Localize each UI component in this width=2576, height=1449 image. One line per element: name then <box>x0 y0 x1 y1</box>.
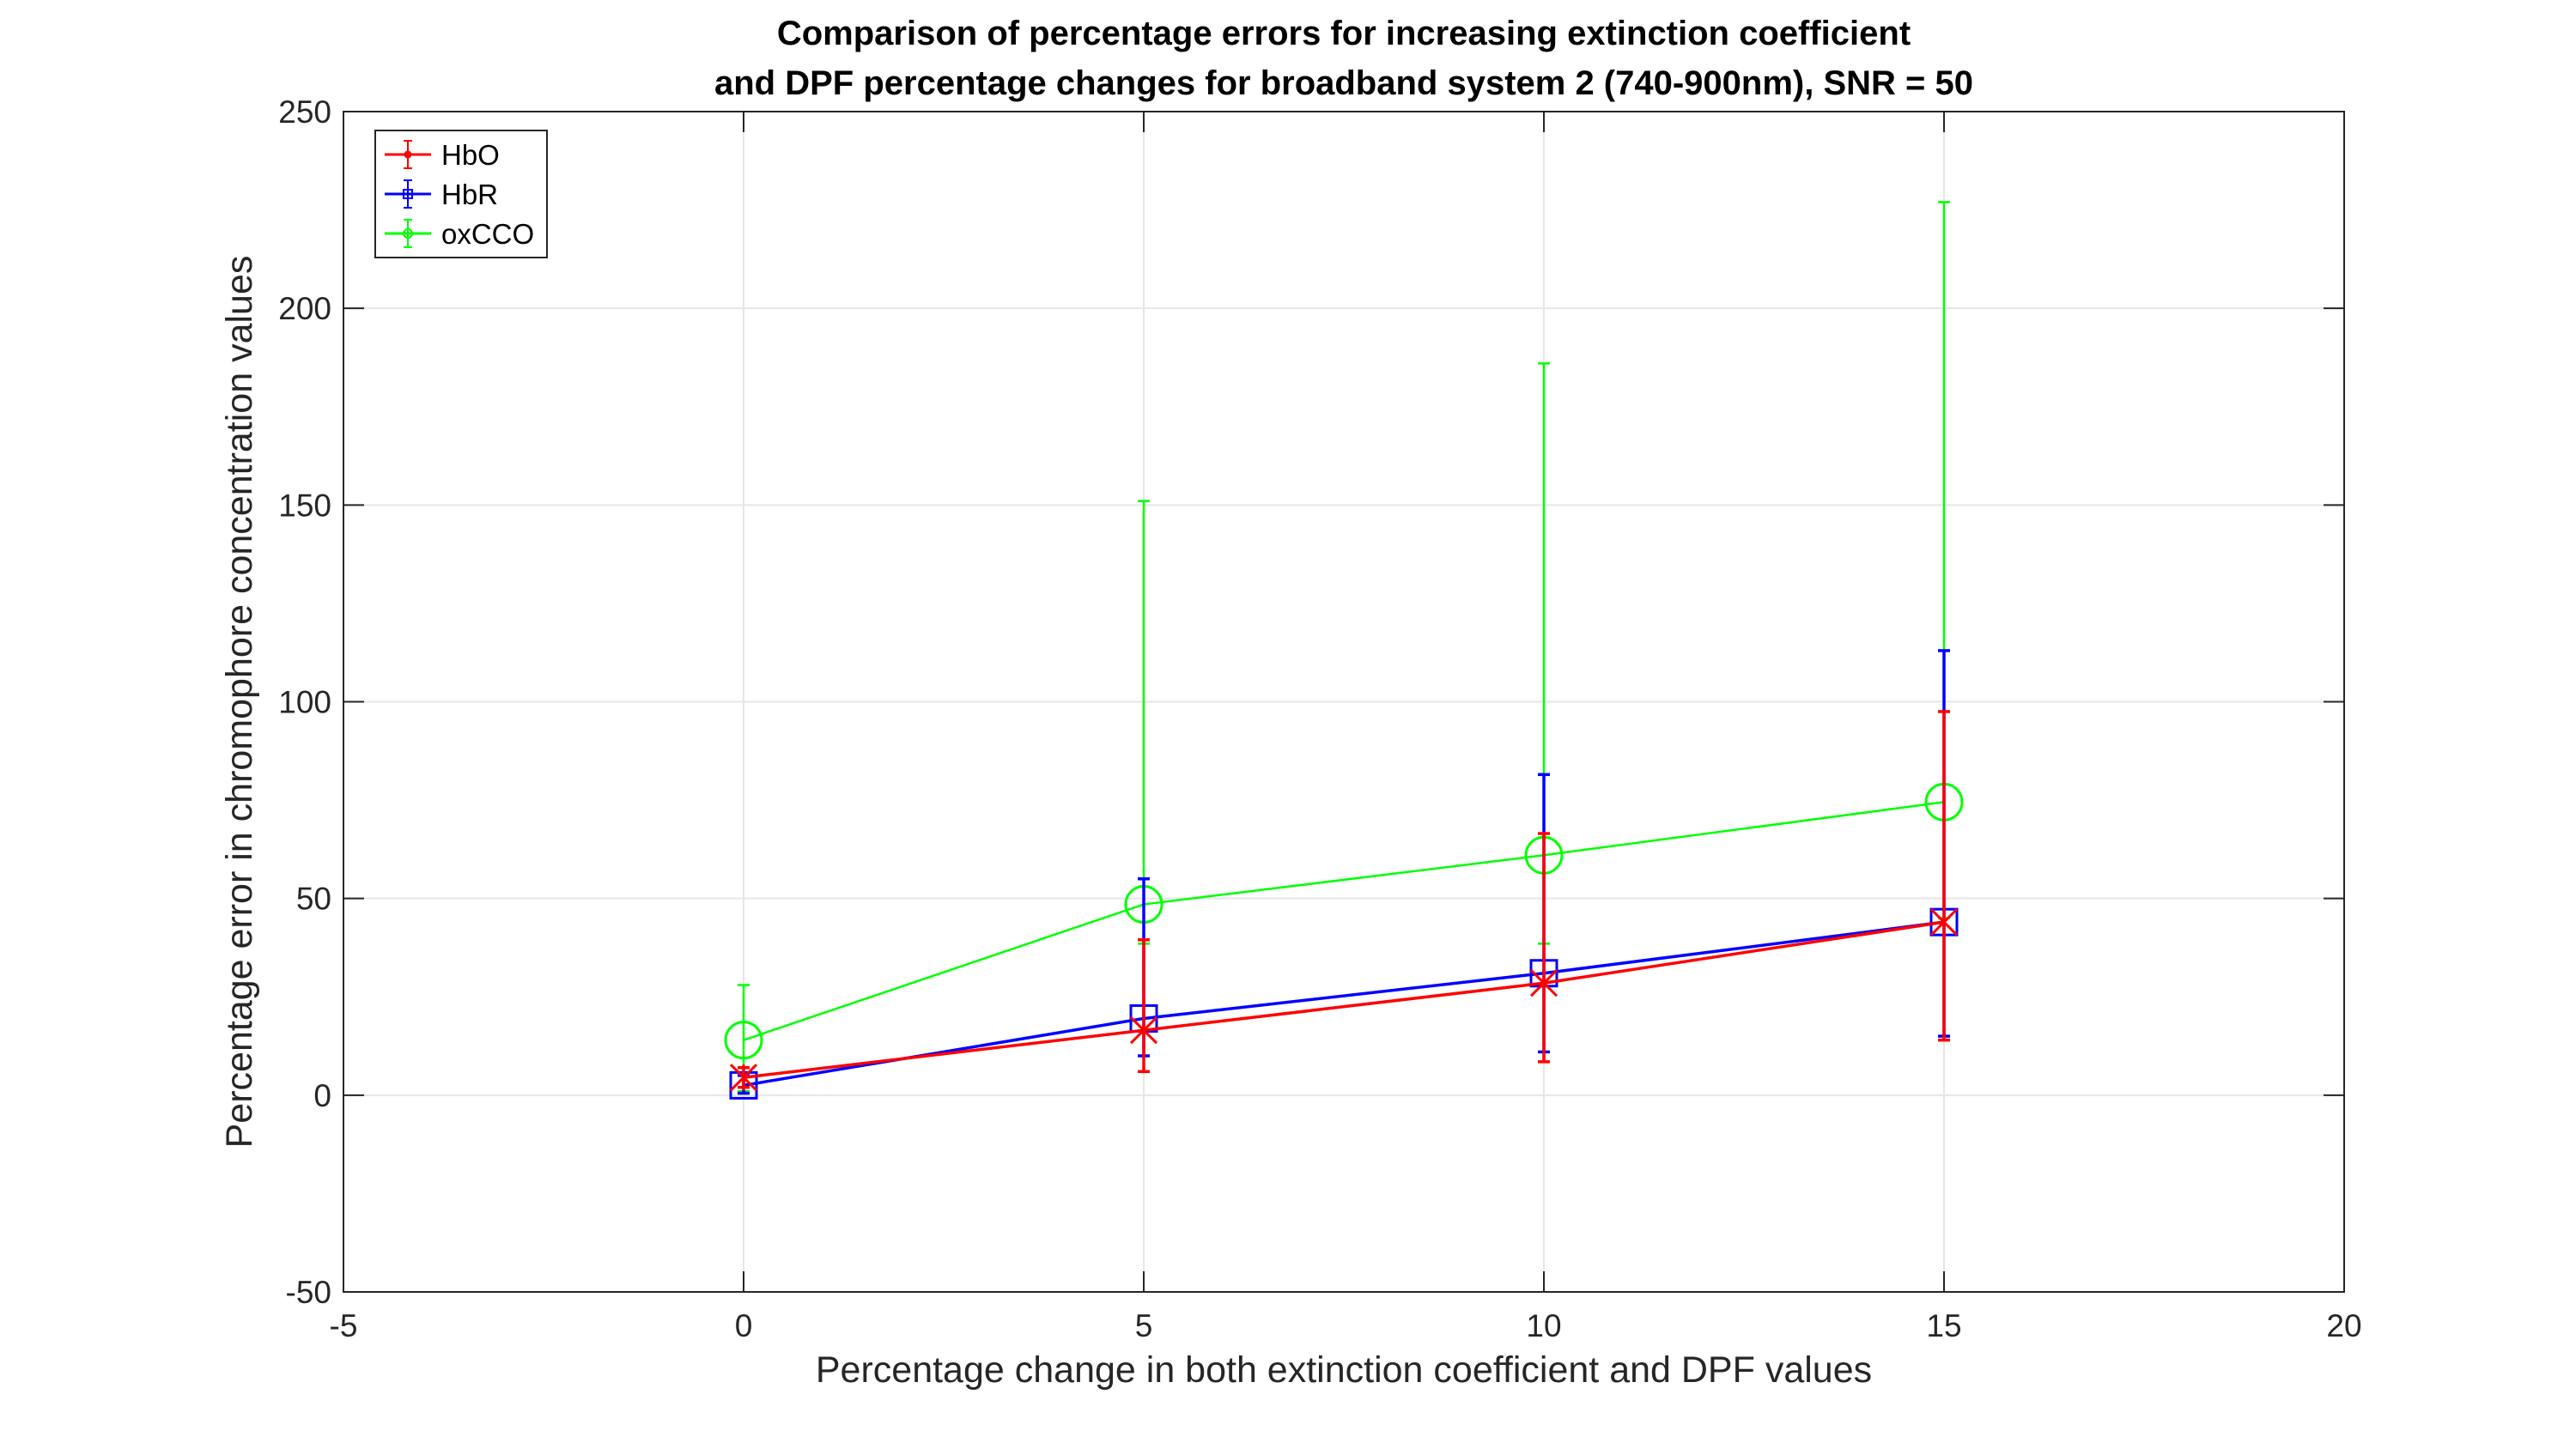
chart-title-line2: and DPF percentage changes for broadband… <box>714 64 1973 102</box>
y-tick-label: 100 <box>278 685 331 720</box>
x-tick-label: 5 <box>1135 1308 1153 1343</box>
data-point-asterisk <box>1529 969 1558 997</box>
y-tick-label: 0 <box>313 1078 331 1113</box>
grid-lines <box>343 112 2344 1292</box>
x-tick-label: -5 <box>330 1308 358 1343</box>
error-bar <box>1538 832 1550 1064</box>
y-tick-label: 50 <box>296 882 331 917</box>
x-tick-label: 0 <box>735 1308 753 1343</box>
legend-items: HbO HbR oxCCO <box>385 139 534 250</box>
y-tick-label: 150 <box>278 488 331 523</box>
series-line <box>743 801 1945 1041</box>
series-hbo <box>729 710 1959 1092</box>
x-axis-label: Percentage change in both extinction coe… <box>816 1349 1872 1391</box>
legend-marker <box>404 150 412 159</box>
y-tick-label: 200 <box>278 291 331 326</box>
y-axis-label: Percentage error in chromophore concentr… <box>219 256 260 1149</box>
x-tick-label: 10 <box>1526 1308 1561 1343</box>
series-layer <box>724 201 1964 1100</box>
error-bar <box>1138 938 1150 1074</box>
x-tick-label: 20 <box>2326 1308 2361 1343</box>
series-line <box>743 920 1945 1079</box>
legend-label: HbO <box>441 139 500 171</box>
data-point-asterisk <box>1129 1016 1158 1045</box>
x-tick-label: 15 <box>1926 1308 1961 1343</box>
y-tick-label: 250 <box>278 94 331 130</box>
data-point-asterisk <box>1929 908 1959 937</box>
legend-item-hbo: HbO <box>385 139 500 171</box>
legend-label: HbR <box>441 179 498 210</box>
data-point-asterisk <box>729 1064 758 1092</box>
data-point-circle <box>724 1021 763 1060</box>
legend-item-oxcco: oxCCO <box>385 218 534 250</box>
legend-item-hbr: HbR <box>385 179 498 210</box>
error-bar <box>1938 710 1950 1042</box>
legend: HbO HbR oxCCO <box>374 130 548 258</box>
series-line <box>743 920 1945 1088</box>
legend-marker <box>403 228 413 239</box>
legend-label: oxCCO <box>441 218 534 250</box>
chart-title-line1: Comparison of percentage errors for incr… <box>777 15 1911 52</box>
legend-marker <box>403 189 413 199</box>
y-tick-label: -50 <box>286 1275 331 1310</box>
